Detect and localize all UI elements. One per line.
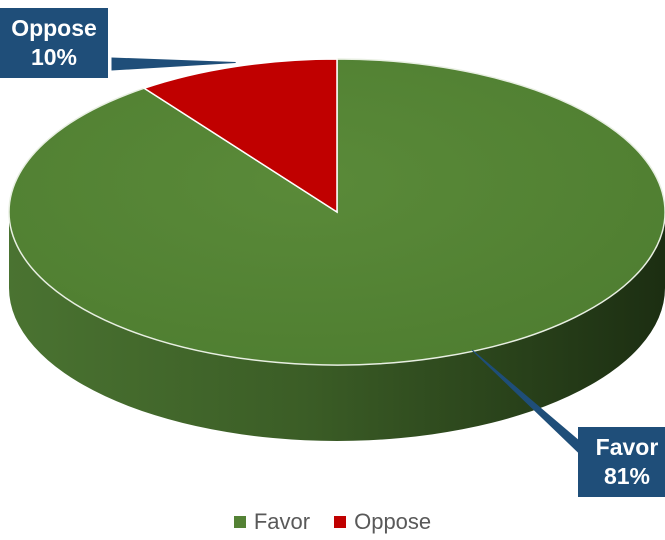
legend-label-favor: Favor	[253, 509, 311, 534]
pie-side	[9, 212, 665, 441]
legend-swatch-oppose	[334, 516, 347, 528]
legend-label-oppose: Oppose	[354, 509, 432, 534]
pie-slice-oppose	[142, 58, 338, 214]
favor-label-name: Favor	[595, 434, 659, 460]
legend-swatch-favor	[233, 516, 246, 528]
legend: Favor Oppose	[0, 509, 665, 535]
favor-data-label: Favor 81%	[578, 427, 665, 497]
oppose-leader-line	[111, 57, 236, 71]
oppose-data-label: Oppose 10%	[0, 8, 108, 78]
favor-label-value: 81%	[603, 463, 651, 489]
oppose-label-name: Oppose	[11, 15, 97, 41]
oppose-label-value: 10%	[30, 44, 78, 70]
legend-item-oppose: Oppose	[334, 509, 431, 535]
legend-item-favor: Favor	[233, 509, 311, 535]
